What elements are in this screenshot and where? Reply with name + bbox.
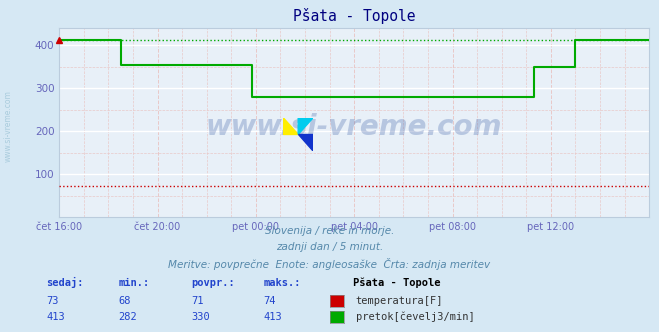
Text: 413: 413: [46, 312, 65, 322]
Polygon shape: [298, 134, 313, 151]
Text: 330: 330: [191, 312, 210, 322]
Text: 74: 74: [264, 296, 276, 306]
Text: pretok[čevelj3/min]: pretok[čevelj3/min]: [356, 312, 474, 322]
Text: www.si-vreme.com: www.si-vreme.com: [3, 90, 13, 162]
Title: Pšata - Topole: Pšata - Topole: [293, 8, 415, 24]
Polygon shape: [283, 118, 298, 134]
Text: Meritve: povprečne  Enote: angleosaške  Črta: zadnja meritev: Meritve: povprečne Enote: angleosaške Čr…: [169, 258, 490, 270]
Text: Slovenija / reke in morje.: Slovenija / reke in morje.: [265, 226, 394, 236]
Text: temperatura[F]: temperatura[F]: [356, 296, 444, 306]
Text: 73: 73: [46, 296, 59, 306]
Text: www.si-vreme.com: www.si-vreme.com: [206, 113, 502, 141]
Text: 413: 413: [264, 312, 282, 322]
Text: min.:: min.:: [119, 278, 150, 288]
Text: povpr.:: povpr.:: [191, 278, 235, 288]
Polygon shape: [298, 118, 313, 134]
Text: maks.:: maks.:: [264, 278, 301, 288]
Text: 282: 282: [119, 312, 137, 322]
Text: sedaj:: sedaj:: [46, 277, 84, 289]
Text: 71: 71: [191, 296, 204, 306]
Text: 68: 68: [119, 296, 131, 306]
Text: zadnji dan / 5 minut.: zadnji dan / 5 minut.: [276, 242, 383, 252]
Text: Pšata - Topole: Pšata - Topole: [353, 278, 440, 288]
